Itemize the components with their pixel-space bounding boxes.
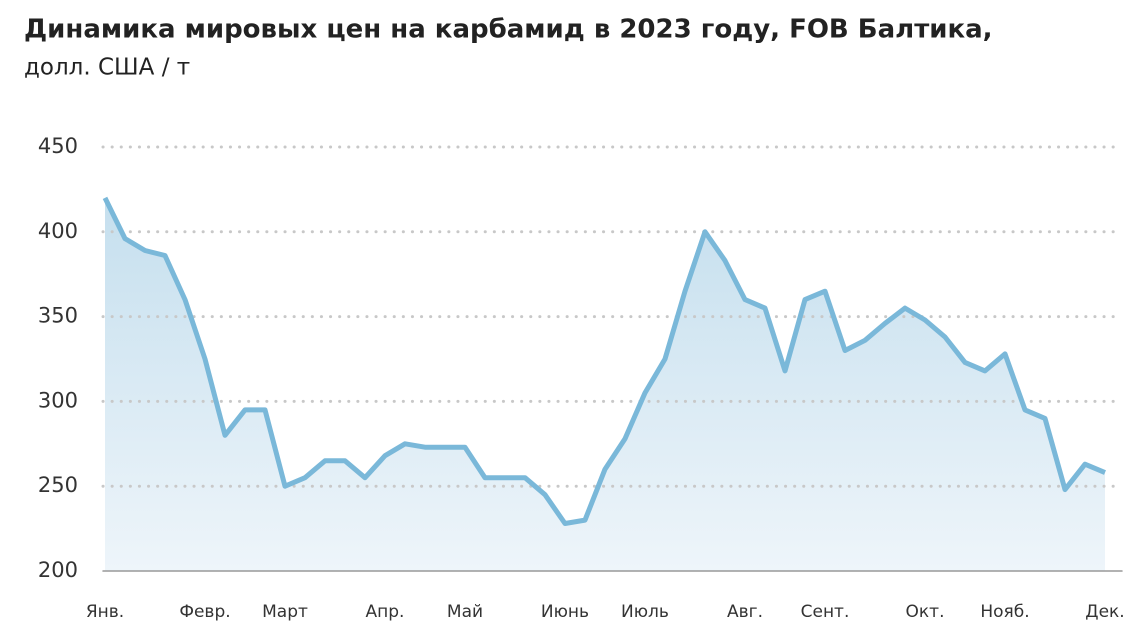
y-tick-label: 450 [38, 134, 78, 158]
x-tick-label: Янв. [86, 602, 124, 622]
x-tick-label: Нояб. [980, 602, 1029, 622]
x-tick-label: Март [262, 602, 308, 622]
x-tick-label: Дек. [1085, 602, 1124, 622]
x-tick-label: Окт. [906, 602, 945, 622]
x-tick-label: Апр. [366, 602, 405, 622]
y-tick-label: 200 [38, 558, 78, 582]
x-tick-label: Сент. [801, 602, 850, 622]
x-tick-label: Февр. [179, 602, 230, 622]
x-tick-label: Июль [621, 602, 669, 622]
chart-subtitle: долл. США / т [24, 55, 190, 81]
y-tick-label: 350 [38, 304, 78, 328]
line [102, 196, 1106, 526]
y-tick-label: 300 [38, 388, 78, 412]
y-tick-label: 400 [38, 219, 78, 243]
y-tick-label: 250 [38, 473, 78, 497]
chart-title: Динамика мировых цен на карбамид в 2023 … [24, 15, 993, 45]
x-tick-label: Июнь [541, 602, 589, 622]
x-tick-label: Май [447, 602, 483, 622]
area [105, 197, 1105, 571]
x-tick-label: Авг. [727, 602, 763, 622]
